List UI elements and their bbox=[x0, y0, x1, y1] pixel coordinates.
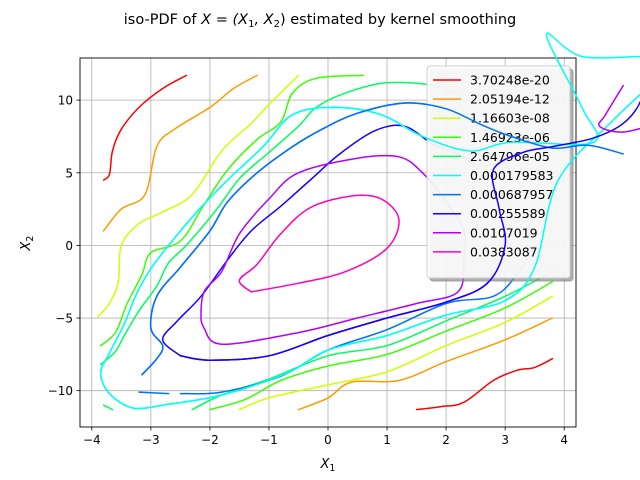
y-tick-label: 10 bbox=[58, 94, 73, 108]
x-tick-label: 3 bbox=[501, 433, 509, 447]
contour-line bbox=[415, 357, 554, 411]
contour-line bbox=[209, 280, 554, 411]
y-tick-label: 0 bbox=[65, 239, 73, 253]
legend-label: 0.000179583 bbox=[470, 168, 554, 183]
y-tick-label: 5 bbox=[65, 166, 73, 180]
chart-title: iso-PDF of X = (X1, X2) estimated by ker… bbox=[124, 12, 517, 30]
contour-line bbox=[297, 317, 554, 411]
x-tick-label: 4 bbox=[560, 433, 568, 447]
legend: 3.70248e-20 2.05194e-12 1.16603e-08 1.46923… bbox=[426, 65, 571, 279]
legend-label: 2.64796e-05 bbox=[470, 149, 550, 164]
x-tick-label: −1 bbox=[260, 433, 278, 447]
y-tick-label: −10 bbox=[48, 384, 73, 398]
contour-line bbox=[102, 74, 188, 181]
y-axis-label: X2 bbox=[19, 236, 36, 252]
x-tick-label: −3 bbox=[142, 433, 160, 447]
contour-line bbox=[200, 154, 467, 345]
y-tick-label: −5 bbox=[55, 312, 73, 326]
legend-label: 1.16603e-08 bbox=[470, 111, 550, 126]
x-tick-label: −2 bbox=[201, 433, 219, 447]
contour-line bbox=[179, 244, 536, 395]
legend-label: 0.00255589 bbox=[470, 206, 546, 221]
contour-line bbox=[96, 74, 300, 318]
contour-line bbox=[102, 404, 114, 411]
legend-box bbox=[426, 65, 571, 279]
contour-overlay bbox=[99, 32, 640, 410]
legend-label: 2.05194e-12 bbox=[470, 92, 550, 107]
contour-line-overflow bbox=[598, 84, 640, 133]
legend-label: 1.46923e-06 bbox=[470, 130, 550, 145]
x-tick-label: 1 bbox=[383, 433, 391, 447]
x-axis-label: X1 bbox=[320, 457, 336, 474]
contour-line bbox=[238, 295, 554, 411]
contour-line bbox=[238, 194, 400, 293]
x-tick-label: 0 bbox=[324, 433, 332, 447]
legend-label: 3.70248e-20 bbox=[470, 73, 550, 88]
contour-line bbox=[138, 391, 170, 395]
contour-line-overflow bbox=[141, 102, 624, 376]
contour-line bbox=[102, 74, 258, 232]
contour-line-overflow bbox=[99, 32, 640, 410]
contour-line-overflow bbox=[179, 100, 640, 361]
legend-label: 0.000687957 bbox=[470, 187, 554, 202]
legend-label: 0.0107019 bbox=[470, 225, 538, 240]
x-tick-label: 2 bbox=[442, 433, 450, 447]
x-tick-label: −4 bbox=[83, 433, 101, 447]
